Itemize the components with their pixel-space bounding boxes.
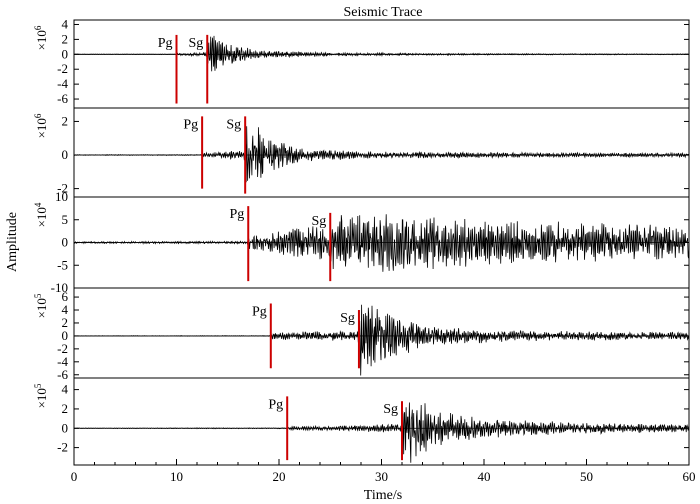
seismic-trace	[73, 214, 690, 272]
y-tick-label: -6	[57, 91, 68, 106]
panel-frame	[73, 377, 690, 466]
y-tick-label: -6	[57, 367, 68, 382]
x-tick-label: 0	[71, 469, 78, 484]
x-tick-label: 10	[170, 469, 183, 484]
panel-1: 420-2-4-6 ×106 Pg Sg	[33, 16, 690, 109]
scale-factor-label: ×105	[33, 383, 49, 408]
sg-pick-label: Sg	[188, 36, 203, 51]
y-tick-label: 0	[62, 46, 69, 61]
chart-title: Seismic Trace	[344, 5, 423, 20]
pg-pick-label: Pg	[252, 305, 267, 320]
scale-factor-label: ×104	[33, 202, 49, 227]
y-tick-label: 10	[55, 189, 68, 204]
seismic-trace	[73, 304, 690, 376]
y-tick-label: -2	[57, 440, 68, 455]
panel-2: 2 0 -2 ×106 Pg Sg	[33, 107, 690, 198]
y-tick-label: 4	[62, 382, 69, 397]
seismic-trace	[73, 126, 690, 183]
x-axis-label: Time/s	[364, 488, 402, 503]
y-tick-label: 2	[62, 315, 69, 330]
y-tick-label: 0	[62, 420, 69, 435]
x-axis: 0 10 20 30 40 50 60	[71, 459, 696, 484]
y-tick-label: -4	[57, 76, 68, 91]
y-tick-label: 2	[62, 113, 69, 128]
panel-frame	[73, 107, 690, 198]
y-tick-label: 2	[62, 401, 69, 416]
panel-5: 4 2 0 -2 ×105 Pg Sg	[33, 377, 690, 466]
y-tick-label: -2	[57, 181, 68, 196]
panel-frame	[73, 19, 690, 109]
sg-pick-label: Sg	[311, 214, 326, 229]
x-tick-label: 30	[375, 469, 388, 484]
seismic-trace	[73, 402, 690, 463]
pg-pick-label: Pg	[183, 117, 198, 132]
y-tick-label: -10	[51, 280, 68, 295]
y-tick-label: 0	[62, 147, 69, 162]
y-tick-label: 5	[62, 212, 69, 227]
y-tick-label: -2	[57, 341, 68, 356]
x-tick-label: 40	[478, 469, 491, 484]
y-axis-label: Amplitude	[5, 212, 20, 272]
y-tick-label: -2	[57, 61, 68, 76]
pg-pick-label: Pg	[158, 36, 173, 51]
y-tick-label: -5	[57, 257, 68, 272]
y-tick-label: 0	[62, 328, 69, 343]
y-tick-label: 4	[62, 302, 69, 317]
x-tick-label: 50	[580, 469, 593, 484]
sg-pick-label: Sg	[340, 311, 355, 326]
sg-pick-label: Sg	[383, 402, 398, 417]
pg-pick-label: Pg	[229, 207, 244, 222]
y-tick-label: 4	[62, 16, 69, 31]
scale-factor-label: ×106	[33, 113, 49, 138]
x-tick-label: 20	[273, 469, 286, 484]
y-tick-label: 0	[62, 235, 69, 250]
scale-factor-label: ×106	[33, 25, 49, 50]
y-tick-label: 6	[62, 289, 69, 304]
y-tick-label: -4	[57, 354, 68, 369]
pg-pick-label: Pg	[268, 397, 283, 412]
x-tick-label: 60	[683, 469, 696, 484]
y-tick-label: 2	[62, 31, 69, 46]
scale-factor-label: ×105	[33, 293, 49, 318]
panel-3: 10 5 0 -5 -10 ×104 Pg Sg	[33, 189, 690, 295]
sg-pick-label: Sg	[226, 117, 241, 132]
